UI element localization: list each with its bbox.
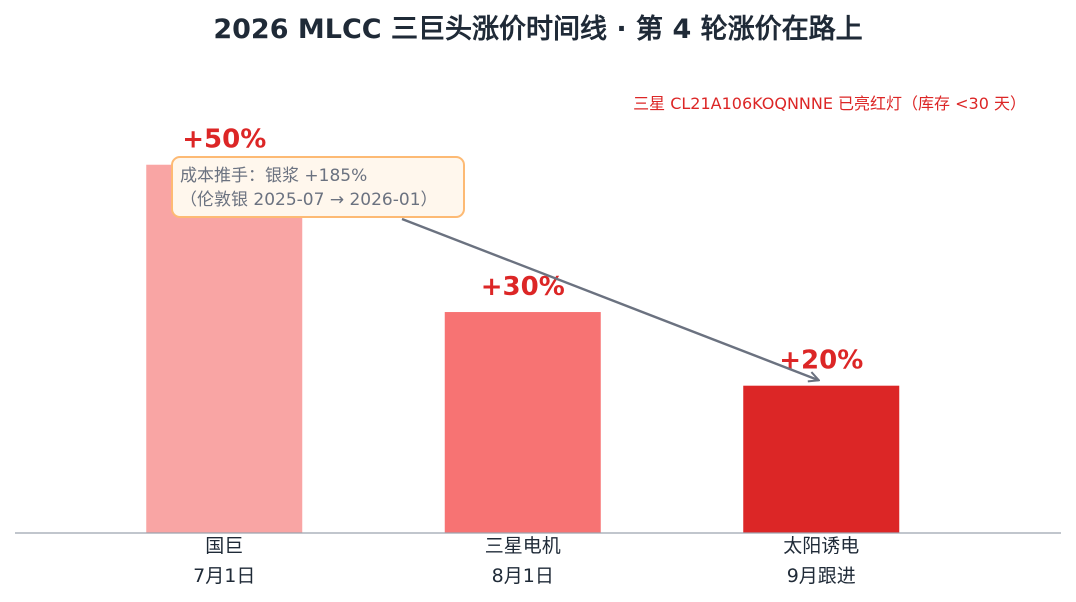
bar-2	[444, 312, 601, 533]
category-label-2: 三星电机	[485, 535, 561, 557]
bar-1	[146, 164, 303, 533]
bar-3	[743, 385, 900, 533]
annotation-line-2: （伦敦银 2025-07 → 2026-01）	[180, 190, 438, 210]
category-date-1: 7月1日	[193, 565, 255, 587]
trend-arrow	[401, 217, 818, 380]
category-date-2: 8月1日	[492, 565, 554, 587]
category-label-3: 太阳诱电	[783, 535, 859, 557]
chart-title: 2026 MLCC 三巨头涨价时间线 · 第 4 轮涨价在路上	[213, 13, 862, 45]
category-date-3: 9月跟进	[787, 565, 856, 587]
category-label-1: 国巨	[205, 535, 243, 557]
annotation-box	[171, 156, 465, 218]
cost-annotation: 成本推手：银浆 +185% （伦敦银 2025-07 → 2026-01）	[171, 156, 465, 218]
value-label-3: +20%	[779, 346, 863, 376]
annotation-line-1: 成本推手：银浆 +185%	[180, 166, 367, 186]
value-label-1: +50%	[182, 125, 266, 155]
chart-subtitle: 三星 CL21A106KOQNNNE 已亮红灯（库存 <30 天）	[633, 94, 1026, 113]
